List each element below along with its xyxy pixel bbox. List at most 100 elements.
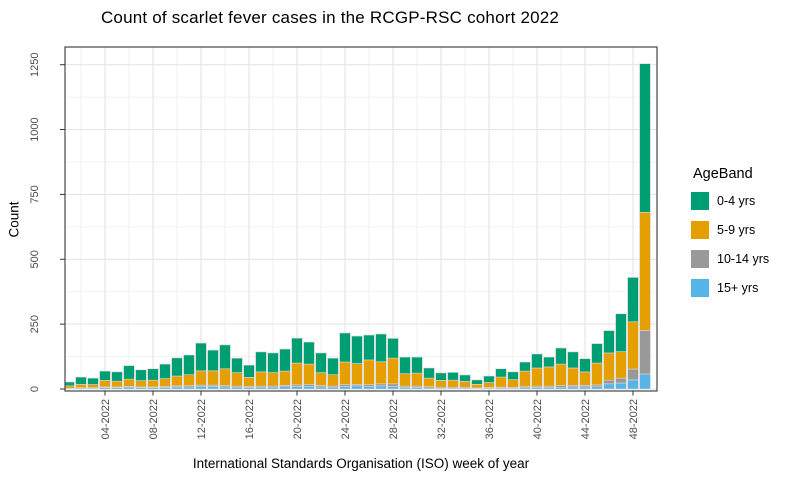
bar-segment: [375, 333, 387, 363]
bar-segment: [483, 382, 495, 388]
chart-title: Count of scarlet fever cases in the RCGP…: [100, 8, 560, 27]
bar-segment: [315, 386, 327, 390]
x-tick-label: 28-2022: [388, 399, 400, 439]
bar-segment: [423, 377, 435, 387]
bar-segment: [495, 368, 507, 378]
bar-segment: [531, 353, 543, 369]
bar-segment: [411, 356, 423, 374]
bar-segment: [627, 277, 639, 323]
bar-segment: [591, 343, 603, 364]
bar-segment: [111, 371, 123, 382]
bar-segment: [291, 386, 303, 390]
bar-segment: [639, 212, 651, 331]
bar-segment: [579, 358, 591, 373]
bar-segment: [279, 386, 291, 390]
x-tick-label: 44-2022: [580, 399, 592, 439]
bar-segment: [411, 372, 423, 387]
bar-segment: [303, 363, 315, 385]
legend-item-label: 0-4 yrs: [717, 194, 756, 208]
bar-segment: [447, 379, 459, 388]
bar-segment: [519, 370, 531, 387]
bar-segment: [315, 352, 327, 373]
bar-segment: [339, 386, 351, 390]
bar-segment: [603, 379, 615, 385]
bar-segment: [303, 386, 315, 390]
legend-item: 0-4 yrs: [691, 192, 799, 210]
y-tick-label: 1000: [29, 117, 41, 141]
bar-segment: [183, 354, 195, 376]
bar-segment: [603, 383, 615, 390]
bar-segment: [471, 384, 483, 389]
x-tick-label: 48-2022: [628, 399, 640, 439]
bar-segment: [351, 363, 363, 385]
x-tick-label: 08-2022: [148, 399, 160, 439]
bar-segment: [603, 330, 615, 354]
bar-segment: [87, 384, 99, 388]
bar-segment: [99, 380, 111, 388]
bar-segment: [183, 374, 195, 386]
y-tick-label: 250: [29, 315, 41, 333]
bar-segment: [447, 372, 459, 381]
bar-segment: [483, 375, 495, 383]
bar-segment: [387, 386, 399, 390]
bar-segment: [363, 334, 375, 361]
bar-segment: [171, 375, 183, 387]
bar-segment: [279, 348, 291, 372]
bar-segment: [519, 361, 531, 372]
bar-segment: [303, 384, 315, 387]
bar-segment: [627, 379, 639, 390]
bar-segment: [219, 368, 231, 386]
bar-segment: [255, 351, 267, 373]
bar-segment: [147, 379, 159, 388]
bar-segment: [603, 352, 615, 381]
bar-segment: [543, 356, 555, 368]
legend-item-label: 15+ yrs: [717, 281, 759, 295]
bar-segment: [567, 351, 579, 369]
bar-segment: [315, 372, 327, 386]
bar-segment: [567, 367, 579, 386]
x-axis-title: International Standards Organisation (IS…: [192, 456, 530, 471]
bar-segment: [159, 378, 171, 387]
bar-segment: [87, 377, 99, 385]
legend-item: 15+ yrs: [691, 279, 799, 297]
x-tick-label: 12-2022: [196, 399, 208, 439]
bar-segment: [471, 379, 483, 385]
bar-segment: [531, 367, 543, 387]
x-tick-label: 24-2022: [340, 399, 352, 439]
legend-title: AgeBand: [693, 166, 753, 182]
bar-segment: [351, 385, 363, 390]
bar-segment: [507, 379, 519, 388]
x-tick-label: 16-2022: [244, 399, 256, 439]
x-tick-label: 36-2022: [484, 399, 496, 439]
gridlines: [65, 47, 657, 391]
bar-segment: [399, 373, 411, 387]
bar-segment: [207, 349, 219, 372]
bar-segment: [363, 386, 375, 390]
bar-segment: [327, 357, 339, 376]
bar-segment: [435, 380, 447, 388]
bar-segment: [159, 363, 171, 379]
bar-segment: [99, 370, 111, 381]
y-tick-label: 750: [29, 185, 41, 203]
bar-segment: [267, 372, 279, 387]
bar-segment: [147, 368, 159, 381]
axis-tick-labels: 04-2022 08-2022 12-2022 16-2022 20-2022 24-20…: [29, 52, 640, 439]
x-tick-label: 04-2022: [100, 399, 112, 439]
legend-key-swatch: [691, 279, 709, 297]
legend-key-swatch: [691, 250, 709, 268]
bar-segment: [231, 357, 243, 373]
bar-segment: [135, 369, 147, 381]
bar-segment: [387, 338, 399, 359]
bar-segment: [639, 63, 651, 213]
legend-items: 0-4 yrs 5-9 yrs 10-14 yrs 15+ yrs: [691, 192, 799, 297]
bar-segment: [423, 367, 435, 379]
bar-segment: [567, 386, 579, 390]
bar-segment: [591, 386, 603, 390]
bar-segment: [555, 347, 567, 365]
bar-segment: [615, 351, 627, 379]
bar-segment: [327, 374, 339, 387]
bar-segment: [627, 368, 639, 381]
x-tick-label: 40-2022: [532, 399, 544, 439]
bar-segment: [207, 386, 219, 390]
